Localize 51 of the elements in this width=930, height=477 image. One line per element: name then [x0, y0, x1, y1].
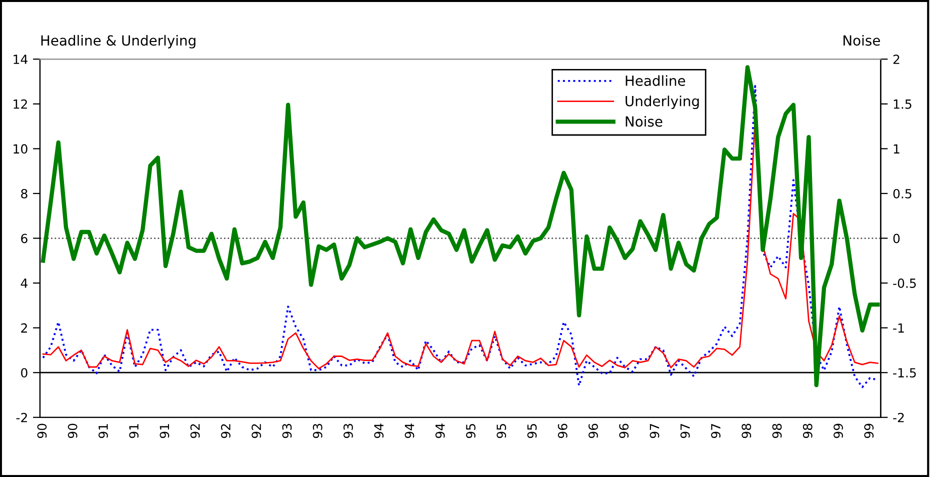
x-tick-label: 97	[680, 424, 690, 438]
legend-label: Headline	[626, 75, 686, 86]
y2-tick-label: -0.5	[893, 278, 916, 288]
x-tick-label: 91	[98, 424, 108, 438]
y2-tick-label: -1	[893, 323, 904, 333]
legend-label: Underlying	[626, 96, 699, 110]
x-tick-label: 91	[129, 424, 139, 438]
x-tick-label: 99	[864, 424, 874, 438]
y2-tick-label: 0.5	[893, 188, 912, 198]
x-tick-label: 95	[527, 424, 537, 438]
x-tick-label: 98	[802, 424, 812, 438]
x-tick-label: 94	[374, 424, 384, 438]
y-tick-label: 4	[20, 278, 28, 288]
x-tick-label: 97	[650, 424, 660, 438]
y2-tick-label: -1.5	[893, 368, 916, 378]
legend-label: Noise	[626, 116, 662, 127]
y-tick-label: -2	[16, 412, 27, 422]
x-tick-label: 96	[558, 424, 568, 438]
x-tick-label: 95	[466, 424, 476, 438]
x-tick-label: 98	[772, 424, 782, 438]
x-tick-label: 92	[190, 424, 200, 438]
y-tick-label: 0	[21, 368, 28, 378]
x-tick-label: 92	[252, 424, 262, 438]
y2-tick-label: 2	[893, 54, 900, 64]
x-tick-label: 92	[220, 424, 230, 438]
x-tick-label: 96	[588, 424, 598, 438]
y-tick-label: 8	[21, 188, 28, 198]
x-tick-label: 93	[312, 424, 322, 438]
x-tick-label: 97	[711, 424, 720, 438]
y2-tick-label: 1	[894, 144, 900, 154]
x-tick-label: 90	[68, 424, 78, 438]
x-tick-label: 91	[160, 424, 170, 438]
y2-tick-label: 1.5	[894, 100, 912, 109]
y-tick-label: 2	[21, 323, 27, 333]
x-tick-label: 94	[435, 424, 445, 438]
y2-axis-title: Noise	[844, 34, 880, 46]
x-tick-label: 93	[282, 424, 292, 438]
y-tick-label: 14	[14, 54, 28, 64]
y-axis-title: Headline & Underlying	[41, 34, 196, 48]
y-tick-label: 6	[21, 234, 28, 244]
x-tick-label: 90	[37, 424, 47, 438]
x-tick-label: 94	[404, 424, 414, 438]
x-tick-label: 96	[619, 424, 629, 438]
y2-tick-label: -2	[893, 412, 904, 422]
y-tick-label: 12	[14, 99, 27, 109]
x-tick-label: 99	[834, 424, 843, 438]
y-tick-label: 10	[14, 144, 28, 154]
x-tick-label: 93	[344, 424, 353, 438]
x-tick-label: 98	[742, 424, 752, 438]
x-tick-label: 95	[496, 424, 506, 438]
y2-tick-label: 0	[893, 234, 900, 244]
